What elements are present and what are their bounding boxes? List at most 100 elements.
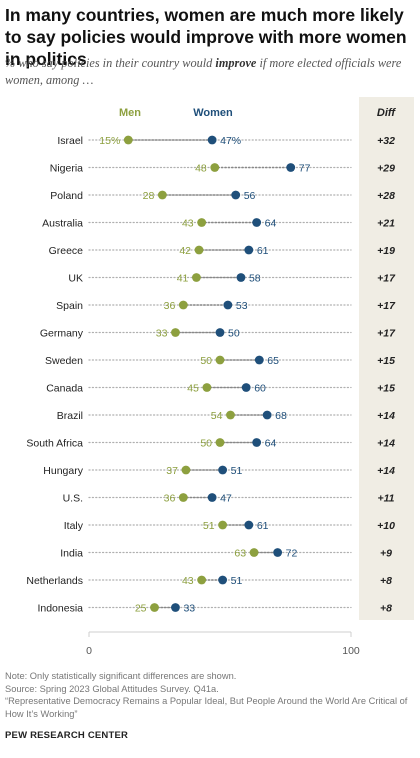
diff-value: +8 [380,603,392,615]
women-value-label: 61 [257,520,269,532]
diff-value: +10 [377,520,395,532]
diff-value: +9 [380,548,392,560]
women-dot [286,163,296,172]
women-dot [244,520,254,530]
women-dot [262,410,272,420]
women-value-label: 64 [265,438,277,450]
x-tick-label: 100 [342,645,360,657]
men-value-label: 54 [211,410,223,422]
men-dot [178,300,188,310]
chart-title: In many countries, women are much more l… [5,5,407,69]
women-value-label: 47 [220,493,232,505]
country-label: UK [68,273,83,285]
women-value-label: 56 [244,190,256,202]
chart-notes: Note: Only statistically significant dif… [5,670,415,720]
diff-value: +8 [380,575,392,587]
men-dot [178,493,188,502]
diff-value: +32 [377,135,395,147]
women-value-label: 51 [231,465,243,477]
men-dot [157,190,167,200]
men-value-label: 15% [99,135,120,147]
country-label: South Africa [26,438,83,450]
subtitle-lead: % who say policies in their country woul… [5,56,216,70]
note-text: Note: Only statistically significant dif… [5,671,237,681]
men-value-label: 41 [177,273,189,285]
country-label: Spain [56,300,83,312]
country-label: Canada [46,383,83,395]
women-value-label: 60 [254,383,266,395]
country-label: Nigeria [50,163,83,175]
diff-value: +11 [377,493,394,505]
men-dot [197,218,207,227]
diff-value: +17 [377,328,396,340]
men-dot [181,465,191,475]
diff-value: +29 [377,163,395,175]
men-dot [215,438,225,447]
women-dot [218,465,228,475]
men-dot [249,548,259,557]
women-value-label: 51 [231,575,243,587]
diff-value: +17 [377,273,396,285]
men-value-label: 33 [156,328,168,340]
country-label: Poland [50,190,83,202]
men-value-label: 45 [187,383,199,395]
org-credit: PEW RESEARCH CENTER [5,730,129,741]
men-dot [226,410,235,420]
country-label: Greece [49,245,84,257]
women-dot [231,190,241,200]
legend-women-label: Women [193,107,233,119]
men-dot [194,245,204,255]
diff-value: +14 [377,465,395,477]
men-dot [197,575,207,585]
men-value-label: 50 [200,355,212,367]
diff-value: +17 [377,300,396,312]
men-value-label: 43 [182,575,194,587]
women-dot [223,300,233,310]
women-value-label: 58 [249,273,261,285]
diff-value: +28 [377,190,395,202]
men-dot [123,135,133,145]
women-dot [236,273,246,282]
diff-value: +15 [377,383,395,395]
women-dot [207,135,217,145]
subtitle-emphasis: improve [215,56,257,70]
women-dot [218,575,228,585]
diff-column-background [359,97,414,620]
women-value-label: 47% [220,135,241,147]
men-value-label: 36 [164,493,176,505]
women-value-label: 72 [286,548,298,560]
country-label: Sweden [45,355,83,367]
women-dot [273,548,283,557]
women-value-label: 53 [236,300,248,312]
men-dot [192,273,201,282]
legend-men-label: Men [119,107,141,119]
country-label: Brazil [57,410,83,422]
country-label: Israel [57,135,83,147]
diff-value: +21 [377,218,395,230]
men-value-label: 51 [203,520,215,532]
country-label: Hungary [43,465,83,477]
women-dot [215,328,225,337]
men-dot [218,520,228,530]
women-dot [241,383,251,392]
men-value-label: 42 [179,245,191,257]
men-value-label: 43 [182,218,194,230]
men-dot [210,163,220,172]
country-label: India [60,548,83,560]
chart-subtitle: % who say policies in their country woul… [5,55,413,89]
women-dot [244,245,254,255]
women-value-label: 77 [299,163,311,175]
women-value-label: 61 [257,245,269,257]
women-value-label: 64 [265,218,277,230]
country-label: U.S. [63,493,83,505]
report-text: “Representative Democracy Remains a Popu… [5,696,408,719]
men-value-label: 48 [195,163,207,175]
men-dot [202,383,212,392]
men-dot [150,603,159,612]
country-label: Indonesia [37,603,83,615]
x-tick-label: 0 [86,645,92,657]
men-dot [215,355,225,365]
country-label: Australia [42,218,83,230]
men-value-label: 37 [166,465,178,477]
country-label: Italy [64,520,84,532]
